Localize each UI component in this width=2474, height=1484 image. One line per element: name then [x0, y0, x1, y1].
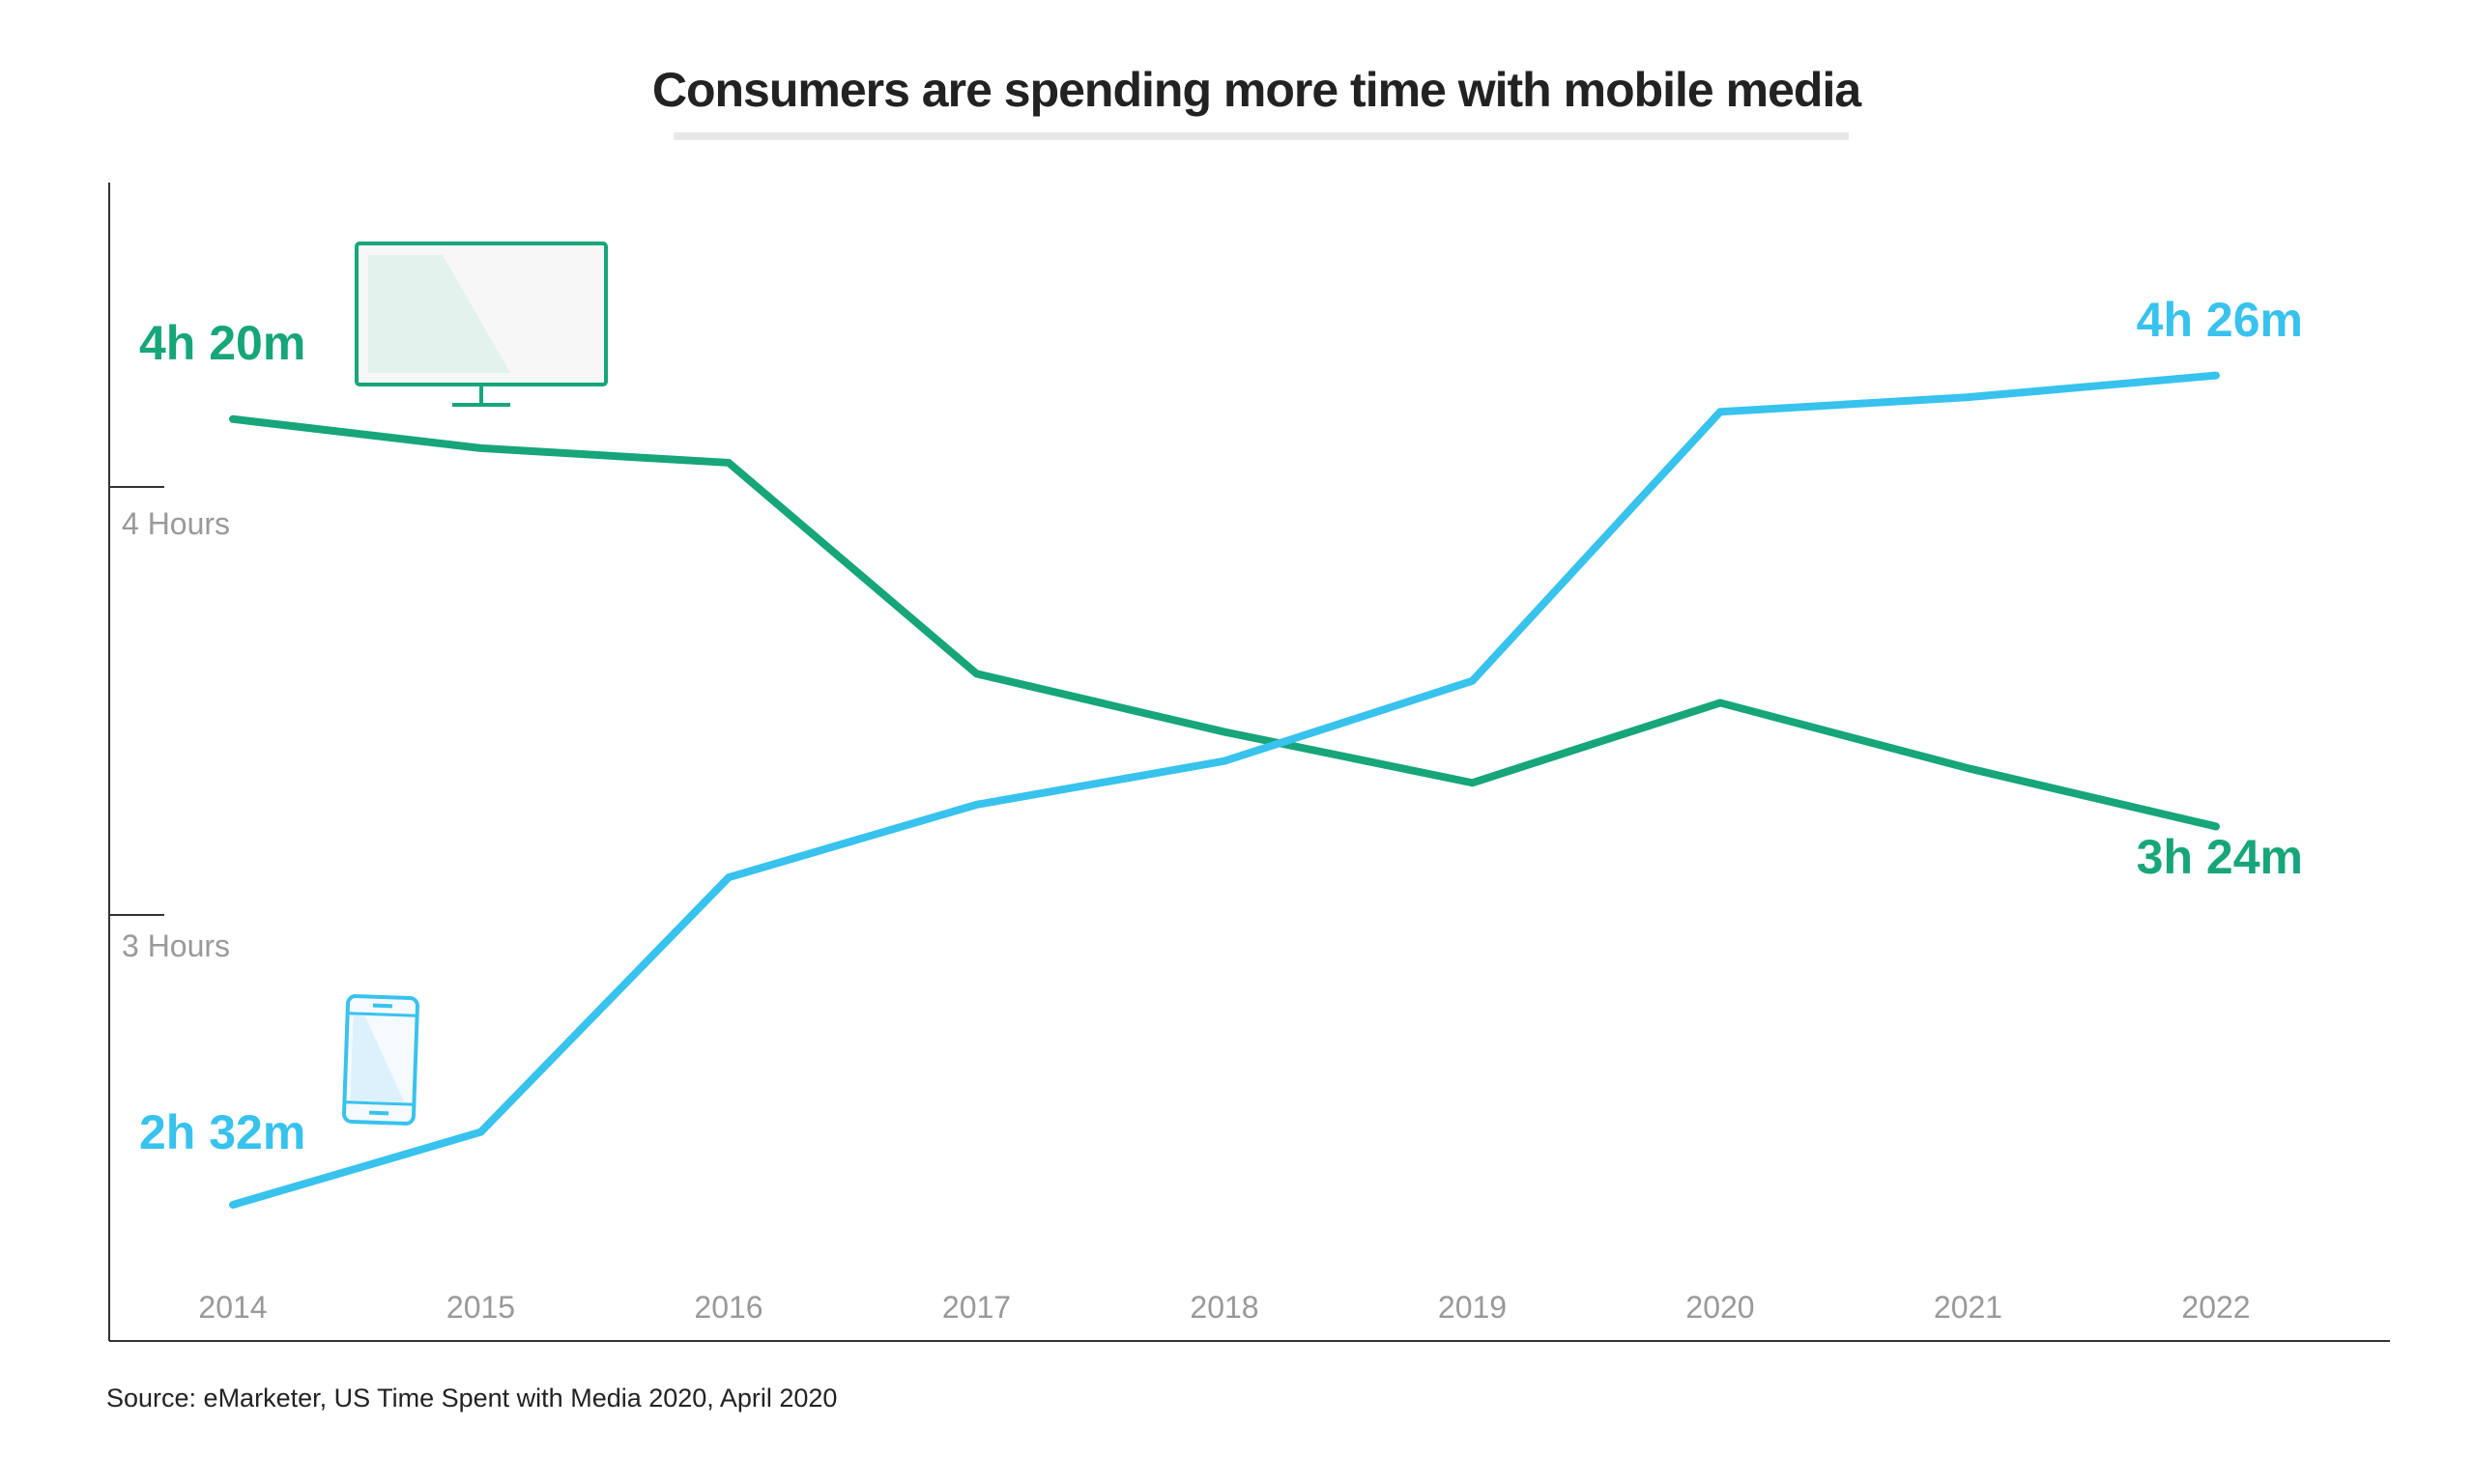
mobile-start-label: 2h 32m: [139, 1105, 306, 1159]
x-tick-label: 2016: [694, 1290, 762, 1325]
x-tick-label: 2022: [2181, 1290, 2250, 1325]
smartphone-icon: [341, 994, 419, 1126]
tv-series-line: [229, 414, 2220, 831]
x-tick-label: 2019: [1438, 1290, 1507, 1325]
x-tick-label: 2017: [942, 1290, 1011, 1325]
y-tick-label: 4 Hours: [122, 506, 231, 541]
title-underline: [674, 132, 1849, 140]
x-tick-label: 2020: [1685, 1290, 1754, 1325]
tv-icon: [355, 242, 608, 407]
y-tick-label: 3 Hours: [122, 928, 231, 963]
source-note: Source: eMarketer, US Time Spent with Me…: [106, 1384, 838, 1413]
mobile-end-label: 4h 26m: [2136, 293, 2303, 347]
x-tick-label: 2018: [1190, 1290, 1258, 1325]
x-tick-label: 2014: [198, 1290, 267, 1325]
tv-start-label: 4h 20m: [139, 316, 306, 370]
x-tick-label: 2021: [1934, 1290, 2002, 1325]
tv-end-label: 3h 24m: [2136, 830, 2303, 884]
chart-title: Consumers are spending more time with mo…: [651, 63, 1861, 117]
mobile-series-line: [229, 371, 2220, 1209]
x-tick-label: 2015: [446, 1290, 515, 1325]
